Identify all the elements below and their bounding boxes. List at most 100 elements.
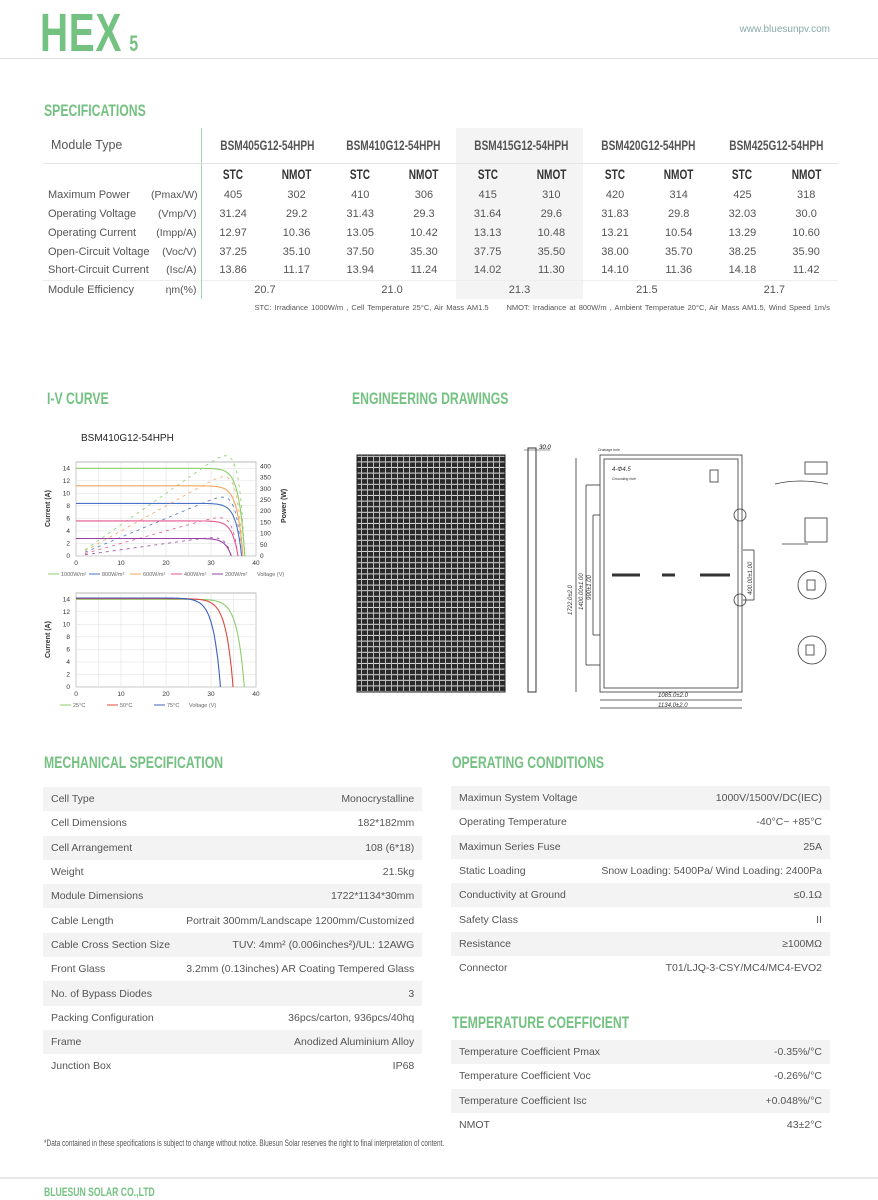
logo-sub: 5 xyxy=(129,31,139,56)
spec-value: 31.43 xyxy=(346,207,375,220)
mechanical-row: Front Glass 3.2mm (0.13inches) AR Coating… xyxy=(43,957,422,981)
grounding-hole-label: Grounding hole xyxy=(612,477,636,481)
field-value: 108 (6*18) xyxy=(178,835,423,860)
y2-tick-label: 400 xyxy=(260,463,271,470)
spec-value: 37.50 xyxy=(346,245,375,258)
y-tick-label: 6 xyxy=(66,646,70,653)
x-tick-label: 40 xyxy=(252,691,260,698)
logo-text: HEX xyxy=(40,3,123,63)
field-value: -40°C~ +85°C xyxy=(756,816,822,829)
mechanical-row: Module Dimensions 1722*1134*30mm xyxy=(43,884,423,909)
field-value: II xyxy=(816,913,822,926)
condition-label: NMOT xyxy=(392,163,456,185)
iv-series-line xyxy=(76,598,245,688)
holes-dim: 4-Φ4.5 xyxy=(612,467,631,473)
legend-label: 800W/m² xyxy=(102,572,124,578)
y-tick-label: 14 xyxy=(63,596,71,603)
y2-axis-label: Power (W) xyxy=(281,489,288,523)
mechanical-row: Weight 21.5kg xyxy=(43,860,422,884)
efficiency-value: 21.5 xyxy=(583,279,711,299)
spec-value: 29.2 xyxy=(285,207,308,220)
module-type-label: Module Type xyxy=(43,128,202,164)
spec-row: Maximum Power (Pmax/W) 405 302 410 306 415 310 4… xyxy=(43,185,838,204)
y-tick-label: 0 xyxy=(66,684,70,691)
spec-value: 35.90 xyxy=(792,245,820,258)
row-unit: ηm(%) xyxy=(151,279,202,299)
mechanical-heading: MECHANICAL SPECIFICATION xyxy=(44,753,224,772)
spec-value: 38.00 xyxy=(601,245,629,258)
temperature-row: Temperature Coefficient Pmax -0.35%/°C xyxy=(451,1040,830,1065)
model-header: BSM420G12-54HPH xyxy=(583,128,711,164)
efficiency-value: 21.0 xyxy=(328,279,456,299)
field-label: Cable Cross Section Size xyxy=(43,932,179,958)
operating-row: Safety Class II xyxy=(451,907,830,931)
condition-label: STC xyxy=(583,163,647,185)
temperature-row: Temperature Coefficient Isc +0.048%/°C xyxy=(451,1088,830,1113)
operating-row: Maximun System Voltage 1000V/1500V/DC(IEC… xyxy=(451,786,830,811)
width-dim: 1134.0±2.0 xyxy=(658,703,688,709)
x-tick-label: 10 xyxy=(117,560,125,567)
field-label: Cell Arrangement xyxy=(43,835,179,860)
y2-tick-label: 150 xyxy=(260,519,271,526)
y-tick-label: 6 xyxy=(66,515,70,522)
field-value: Monocrystalline xyxy=(178,787,423,812)
field-value: 43±2°C xyxy=(786,1119,822,1132)
row-unit: (Vmp/V) xyxy=(151,204,202,223)
website-url[interactable]: www.bluesunpv.com xyxy=(739,24,830,35)
field-value: Anodized Aluminium Alloy xyxy=(178,1029,423,1055)
field-label: No. of Bypass Diodes xyxy=(43,981,179,1006)
condition-text: STC xyxy=(477,166,498,183)
spec-value: 10.42 xyxy=(410,226,438,239)
condition-label: STC xyxy=(455,163,520,185)
field-value: ≤0.1Ω xyxy=(588,883,830,908)
operating-row: Static Loading Snow Loading: 5400Pa/ Wind… xyxy=(451,859,830,883)
x-tick-label: 0 xyxy=(74,560,78,567)
y-tick-label: 8 xyxy=(66,634,70,641)
condition-label: NMOT xyxy=(265,163,329,185)
field-value: 3 xyxy=(178,981,423,1006)
y-tick-label: 2 xyxy=(66,540,70,547)
spec-value: 37.25 xyxy=(219,245,247,258)
condition-text: NMOT xyxy=(791,166,821,183)
field-value: 182*182mm xyxy=(357,817,415,830)
mechanical-row: Cell Arrangement 108 (6*18) xyxy=(43,835,423,860)
spec-value: 306 xyxy=(414,188,434,201)
field-label: Resistance xyxy=(451,931,589,957)
spec-value: 35.70 xyxy=(664,245,693,258)
company-name: BLUESUN SOLAR CO.,LTD xyxy=(44,1185,155,1199)
iv-series-line xyxy=(76,485,244,557)
spec-value: 13.21 xyxy=(601,226,629,239)
condition-text: STC xyxy=(732,166,753,183)
spec-value: 11.36 xyxy=(665,264,693,277)
field-value: Snow Loading: 5400Pa/ Wind Loading: 2400… xyxy=(601,865,822,878)
field-value: TUV: 4mm² (0.006inches²)/UL: 12AWG xyxy=(178,932,423,958)
iv-curve-heading: I-V CURVE xyxy=(47,389,109,408)
field-label: Frame xyxy=(43,1029,179,1055)
y-tick-label: 10 xyxy=(63,490,71,497)
spec-value: 13.05 xyxy=(346,226,375,239)
spec-value: 314 xyxy=(669,188,688,201)
row-label: Operating Voltage xyxy=(48,207,137,220)
operating-row: Operating Temperature -40°C~ +85°C xyxy=(451,810,830,834)
spec-value: 425 xyxy=(733,188,752,201)
engineering-drawing: 30.0 1722.0±2.0 1400.00±1.00 990±1.00 40… xyxy=(356,445,829,709)
row-unit: (Pmax/W) xyxy=(151,185,202,204)
x-tick-label: 0 xyxy=(74,691,78,698)
power-series-line xyxy=(84,517,239,557)
model-header: BSM410G12-54HPH xyxy=(328,128,456,164)
row-label: Operating Current xyxy=(48,226,137,239)
mechanical-row: Cable Length Portrait 300mm/Landscape 120… xyxy=(43,908,422,932)
y2-tick-label: 50 xyxy=(260,542,268,549)
field-label: Maximun Series Fuse xyxy=(451,834,589,859)
spec-value: 29.3 xyxy=(413,207,435,220)
spec-value: 13.94 xyxy=(346,264,375,277)
spec-notes: STC: Irradiance 1000W/m , Cell Temperatu… xyxy=(236,303,830,312)
row-label: Open-Circuit Voltage xyxy=(48,245,150,258)
temperature-row: NMOT 43±2°C xyxy=(451,1113,830,1137)
spec-value: 310 xyxy=(519,185,584,204)
field-value: 1000V/1500V/DC(IEC) xyxy=(588,786,830,811)
x-tick-label: 30 xyxy=(207,560,215,567)
field-label: Operating Temperature xyxy=(459,816,567,829)
condition-text: NMOT xyxy=(409,166,439,183)
